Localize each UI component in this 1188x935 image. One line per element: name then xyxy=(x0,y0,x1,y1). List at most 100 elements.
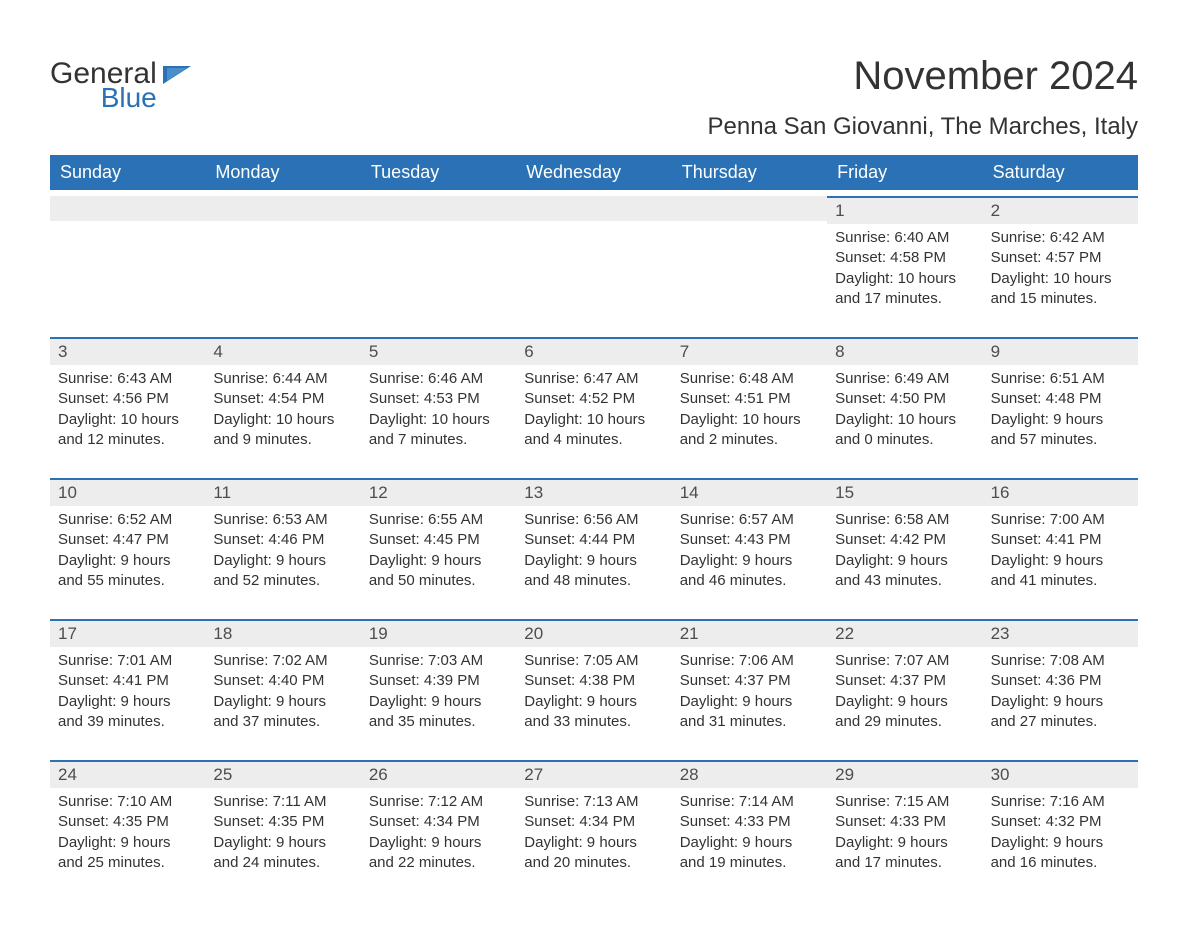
day-details: Sunrise: 7:15 AMSunset: 4:33 PMDaylight:… xyxy=(827,788,982,873)
day-number: 17 xyxy=(50,619,205,647)
day-cell: 26Sunrise: 7:12 AMSunset: 4:34 PMDayligh… xyxy=(361,760,516,895)
day-number: 18 xyxy=(205,619,360,647)
daylight1-line: Daylight: 9 hours xyxy=(524,551,663,571)
sunset-line: Sunset: 4:53 PM xyxy=(369,389,508,409)
day-cell: 6Sunrise: 6:47 AMSunset: 4:52 PMDaylight… xyxy=(516,337,671,472)
sunrise-line: Sunrise: 7:12 AM xyxy=(369,792,508,812)
day-header: Sunday xyxy=(50,155,205,190)
sunrise-line: Sunrise: 6:42 AM xyxy=(991,228,1130,248)
sunset-line: Sunset: 4:52 PM xyxy=(524,389,663,409)
day-number: 16 xyxy=(983,478,1138,506)
sunrise-line: Sunrise: 7:07 AM xyxy=(835,651,974,671)
week-row: 17Sunrise: 7:01 AMSunset: 4:41 PMDayligh… xyxy=(50,619,1138,754)
daylight1-line: Daylight: 9 hours xyxy=(835,833,974,853)
sunset-line: Sunset: 4:50 PM xyxy=(835,389,974,409)
day-cell: 9Sunrise: 6:51 AMSunset: 4:48 PMDaylight… xyxy=(983,337,1138,472)
day-details: Sunrise: 6:47 AMSunset: 4:52 PMDaylight:… xyxy=(516,365,671,450)
sunset-line: Sunset: 4:33 PM xyxy=(835,812,974,832)
daylight2-line: and 7 minutes. xyxy=(369,430,508,450)
title-block: November 2024 Penna San Giovanni, The Ma… xyxy=(708,54,1138,141)
day-details: Sunrise: 7:14 AMSunset: 4:33 PMDaylight:… xyxy=(672,788,827,873)
sunset-line: Sunset: 4:37 PM xyxy=(680,671,819,691)
day-number: 23 xyxy=(983,619,1138,647)
daylight2-line: and 19 minutes. xyxy=(680,853,819,873)
daylight1-line: Daylight: 10 hours xyxy=(835,269,974,289)
sunset-line: Sunset: 4:41 PM xyxy=(991,530,1130,550)
day-number: 25 xyxy=(205,760,360,788)
day-number: 20 xyxy=(516,619,671,647)
month-title: November 2024 xyxy=(708,54,1138,99)
daylight1-line: Daylight: 9 hours xyxy=(524,833,663,853)
day-number: 30 xyxy=(983,760,1138,788)
daylight2-line: and 52 minutes. xyxy=(213,571,352,591)
day-number: 22 xyxy=(827,619,982,647)
daylight1-line: Daylight: 10 hours xyxy=(213,410,352,430)
sunset-line: Sunset: 4:57 PM xyxy=(991,248,1130,268)
sunrise-line: Sunrise: 7:06 AM xyxy=(680,651,819,671)
daylight2-line: and 41 minutes. xyxy=(991,571,1130,591)
day-cell: 1Sunrise: 6:40 AMSunset: 4:58 PMDaylight… xyxy=(827,196,982,331)
daylight1-line: Daylight: 10 hours xyxy=(524,410,663,430)
day-details: Sunrise: 6:48 AMSunset: 4:51 PMDaylight:… xyxy=(672,365,827,450)
day-number xyxy=(672,196,827,221)
day-number: 7 xyxy=(672,337,827,365)
day-cell xyxy=(672,196,827,331)
day-cell: 4Sunrise: 6:44 AMSunset: 4:54 PMDaylight… xyxy=(205,337,360,472)
daylight2-line: and 50 minutes. xyxy=(369,571,508,591)
day-cell: 22Sunrise: 7:07 AMSunset: 4:37 PMDayligh… xyxy=(827,619,982,754)
day-cell: 19Sunrise: 7:03 AMSunset: 4:39 PMDayligh… xyxy=(361,619,516,754)
sunset-line: Sunset: 4:35 PM xyxy=(213,812,352,832)
day-cell: 15Sunrise: 6:58 AMSunset: 4:42 PMDayligh… xyxy=(827,478,982,613)
day-number: 14 xyxy=(672,478,827,506)
day-details: Sunrise: 7:11 AMSunset: 4:35 PMDaylight:… xyxy=(205,788,360,873)
day-cell: 24Sunrise: 7:10 AMSunset: 4:35 PMDayligh… xyxy=(50,760,205,895)
day-cell xyxy=(205,196,360,331)
day-cell: 14Sunrise: 6:57 AMSunset: 4:43 PMDayligh… xyxy=(672,478,827,613)
daylight1-line: Daylight: 9 hours xyxy=(680,833,819,853)
sunset-line: Sunset: 4:56 PM xyxy=(58,389,197,409)
day-details: Sunrise: 7:05 AMSunset: 4:38 PMDaylight:… xyxy=(516,647,671,732)
day-details: Sunrise: 6:40 AMSunset: 4:58 PMDaylight:… xyxy=(827,224,982,309)
daylight2-line: and 22 minutes. xyxy=(369,853,508,873)
day-details: Sunrise: 7:07 AMSunset: 4:37 PMDaylight:… xyxy=(827,647,982,732)
day-cell: 12Sunrise: 6:55 AMSunset: 4:45 PMDayligh… xyxy=(361,478,516,613)
sunrise-line: Sunrise: 7:16 AM xyxy=(991,792,1130,812)
daylight2-line: and 2 minutes. xyxy=(680,430,819,450)
day-details: Sunrise: 6:53 AMSunset: 4:46 PMDaylight:… xyxy=(205,506,360,591)
day-number: 28 xyxy=(672,760,827,788)
day-details: Sunrise: 7:10 AMSunset: 4:35 PMDaylight:… xyxy=(50,788,205,873)
daylight1-line: Daylight: 9 hours xyxy=(991,692,1130,712)
week-row: 10Sunrise: 6:52 AMSunset: 4:47 PMDayligh… xyxy=(50,478,1138,613)
daylight2-line: and 25 minutes. xyxy=(58,853,197,873)
daylight1-line: Daylight: 9 hours xyxy=(213,692,352,712)
day-number: 13 xyxy=(516,478,671,506)
day-cell: 28Sunrise: 7:14 AMSunset: 4:33 PMDayligh… xyxy=(672,760,827,895)
day-number: 12 xyxy=(361,478,516,506)
day-details: Sunrise: 7:03 AMSunset: 4:39 PMDaylight:… xyxy=(361,647,516,732)
day-cell: 13Sunrise: 6:56 AMSunset: 4:44 PMDayligh… xyxy=(516,478,671,613)
day-cell: 5Sunrise: 6:46 AMSunset: 4:53 PMDaylight… xyxy=(361,337,516,472)
sunrise-line: Sunrise: 6:57 AM xyxy=(680,510,819,530)
daylight2-line: and 37 minutes. xyxy=(213,712,352,732)
daylight1-line: Daylight: 9 hours xyxy=(213,551,352,571)
location: Penna San Giovanni, The Marches, Italy xyxy=(708,113,1138,141)
day-number xyxy=(516,196,671,221)
sunset-line: Sunset: 4:42 PM xyxy=(835,530,974,550)
daylight1-line: Daylight: 9 hours xyxy=(369,551,508,571)
sunset-line: Sunset: 4:44 PM xyxy=(524,530,663,550)
day-cell: 20Sunrise: 7:05 AMSunset: 4:38 PMDayligh… xyxy=(516,619,671,754)
daylight1-line: Daylight: 9 hours xyxy=(58,551,197,571)
day-cell xyxy=(361,196,516,331)
daylight1-line: Daylight: 9 hours xyxy=(680,692,819,712)
sunset-line: Sunset: 4:45 PM xyxy=(369,530,508,550)
day-cell: 17Sunrise: 7:01 AMSunset: 4:41 PMDayligh… xyxy=(50,619,205,754)
sunrise-line: Sunrise: 7:01 AM xyxy=(58,651,197,671)
daylight2-line: and 12 minutes. xyxy=(58,430,197,450)
day-cell: 16Sunrise: 7:00 AMSunset: 4:41 PMDayligh… xyxy=(983,478,1138,613)
day-number: 15 xyxy=(827,478,982,506)
sunset-line: Sunset: 4:48 PM xyxy=(991,389,1130,409)
daylight1-line: Daylight: 9 hours xyxy=(369,692,508,712)
day-details: Sunrise: 6:52 AMSunset: 4:47 PMDaylight:… xyxy=(50,506,205,591)
day-cell: 21Sunrise: 7:06 AMSunset: 4:37 PMDayligh… xyxy=(672,619,827,754)
day-details: Sunrise: 6:44 AMSunset: 4:54 PMDaylight:… xyxy=(205,365,360,450)
